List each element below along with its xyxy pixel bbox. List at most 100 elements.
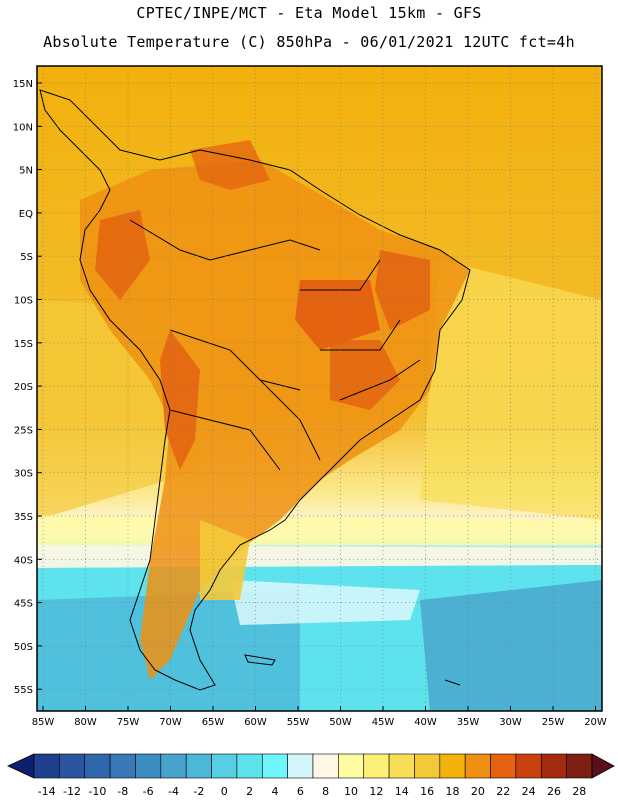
brazil-plateau-hot xyxy=(295,280,380,350)
colorbar-tick-label: -4 xyxy=(168,785,179,798)
patagonia-warm xyxy=(200,520,250,600)
latitude-label: 15N xyxy=(13,79,33,90)
colorbar-swatch xyxy=(312,753,339,779)
colorbar-tick-label: 8 xyxy=(322,785,329,798)
colorbar-swatch xyxy=(109,753,136,779)
coastlines xyxy=(39,89,471,691)
colorbar-tick-label: 14 xyxy=(395,785,409,798)
temperature-colorbar: -14 -12 -10 -8 -6 -4 -2 0 2 4 6 8 10 12 14 16 18 20 22 24 26… xyxy=(7,753,615,798)
latitude-axis: 15N 10N 5N EQ 5S 10S 15S 20S 25S 30S 35S 40S 45S 50S 5… xyxy=(13,79,42,696)
latitude-label: 20S xyxy=(14,382,33,393)
colorbar-swatch xyxy=(160,753,187,779)
paraguay-border xyxy=(259,379,321,461)
southeast-hot xyxy=(330,340,400,410)
longitude-label: 55W xyxy=(287,717,310,728)
longitude-label: 70W xyxy=(159,717,182,728)
colorbar-swatch xyxy=(33,753,60,779)
colorbar-tick-label: -14 xyxy=(38,785,56,798)
colorbar-swatch xyxy=(490,753,517,779)
longitude-label: 45W xyxy=(372,717,395,728)
colorbar-swatch xyxy=(414,753,441,779)
colorbar-tick-label: 6 xyxy=(297,785,304,798)
bolivia-border xyxy=(169,329,301,391)
colorbar-tick-label: 18 xyxy=(446,785,460,798)
colorbar-swatch xyxy=(540,753,567,779)
map-frame xyxy=(36,65,603,712)
colorbar-swatch xyxy=(211,753,238,779)
longitude-label: 40W xyxy=(414,717,437,728)
colorbar-swatch xyxy=(439,753,466,779)
falkland-islands xyxy=(244,654,276,666)
subtropical-pale-band xyxy=(37,515,602,545)
colorbar-under-arrow xyxy=(7,753,35,779)
brazil-state-border-2 xyxy=(320,319,401,351)
colorbar-over-arrow xyxy=(591,753,615,779)
latitude-label: 5N xyxy=(19,166,33,177)
andes-north-hot xyxy=(95,210,150,300)
latitude-label: 5S xyxy=(20,252,33,263)
colorbar-swatch xyxy=(388,753,415,779)
colorbar-tick-label: -8 xyxy=(117,785,128,798)
colorbar-tick-label: 2 xyxy=(246,785,253,798)
colorbar-tick-label: 0 xyxy=(221,785,228,798)
colorbar-swatch xyxy=(287,753,314,779)
latitude-label: 15S xyxy=(14,339,33,350)
amazon-border xyxy=(129,219,321,261)
longitude-axis: 85W 80W 75W 70W 65W 60W 55W 50W 45W 40W 35W 30W 25W 2… xyxy=(32,706,607,728)
longitude-label: 25W xyxy=(542,717,565,728)
map-title: CPTEC/INPE/MCT - Eta Model 15km - GFS xyxy=(136,4,482,22)
colorbar-swatch xyxy=(464,753,491,779)
colorbar-swatch xyxy=(59,753,86,779)
brazil-state-border-3 xyxy=(339,359,421,401)
cool-transition-band xyxy=(37,545,602,568)
colorbar-swatch xyxy=(515,753,542,779)
andes-central-hot xyxy=(160,330,200,470)
longitude-label: 75W xyxy=(117,717,140,728)
colorbar-tick-label: -2 xyxy=(193,785,204,798)
colorbar-swatch xyxy=(261,753,288,779)
temperature-map: 15N 10N 5N EQ 5S 10S 15S 20S 25S 30S 35S 40S 45S 50S 5… xyxy=(13,65,607,728)
atlantic-warm-zone xyxy=(420,260,602,520)
colorbar-swatch xyxy=(135,753,162,779)
colorbar-tick-label: -6 xyxy=(143,785,154,798)
colorbar-tick-label: -10 xyxy=(88,785,106,798)
colorbar-swatch xyxy=(236,753,263,779)
continent-warm-field xyxy=(80,160,470,680)
latitude-label: 40S xyxy=(14,555,33,566)
colorbar-tick-label: 28 xyxy=(572,785,586,798)
cold-pool-east xyxy=(420,580,602,711)
longitude-label: 50W xyxy=(329,717,352,728)
argentina-border xyxy=(169,409,281,471)
south-america-coast xyxy=(39,89,471,691)
colorbar-tick-label: 12 xyxy=(369,785,383,798)
colorbar-tick-label: 22 xyxy=(496,785,510,798)
colorbar-swatch xyxy=(84,753,111,779)
south-georgia xyxy=(444,679,461,686)
colorbar-tick-label: 20 xyxy=(471,785,485,798)
colorbar-tick-label: 4 xyxy=(271,785,278,798)
longitude-label: 60W xyxy=(244,717,267,728)
latitude-label: 35S xyxy=(14,512,33,523)
longitude-label: 30W xyxy=(499,717,522,728)
colorbar-swatch xyxy=(185,753,212,779)
longitude-label: 35W xyxy=(457,717,480,728)
latitude-label: 45S xyxy=(14,599,33,610)
latitude-label: 30S xyxy=(14,469,33,480)
colorbar-tick-label: 26 xyxy=(547,785,561,798)
longitude-label: 85W xyxy=(32,717,55,728)
latitude-label: 10S xyxy=(14,296,33,307)
latitude-label: 55S xyxy=(14,685,33,696)
map-subtitle: Absolute Temperature (C) 850hPa - 06/01/… xyxy=(43,33,575,51)
colorbar-swatch xyxy=(363,753,390,779)
colorbar-swatch xyxy=(338,753,365,779)
temperature-field xyxy=(37,66,602,711)
latitude-label: 50S xyxy=(14,642,33,653)
colorbar-swatch xyxy=(566,753,593,779)
northeast-hot xyxy=(375,250,430,330)
latitude-label: 25S xyxy=(14,425,33,436)
longitude-label: 65W xyxy=(202,717,225,728)
colorbar-tick-label: 16 xyxy=(420,785,434,798)
colorbar-tick-label: 24 xyxy=(522,785,536,798)
colorbar-tick-label: -12 xyxy=(63,785,81,798)
latitude-label: EQ xyxy=(19,209,33,220)
